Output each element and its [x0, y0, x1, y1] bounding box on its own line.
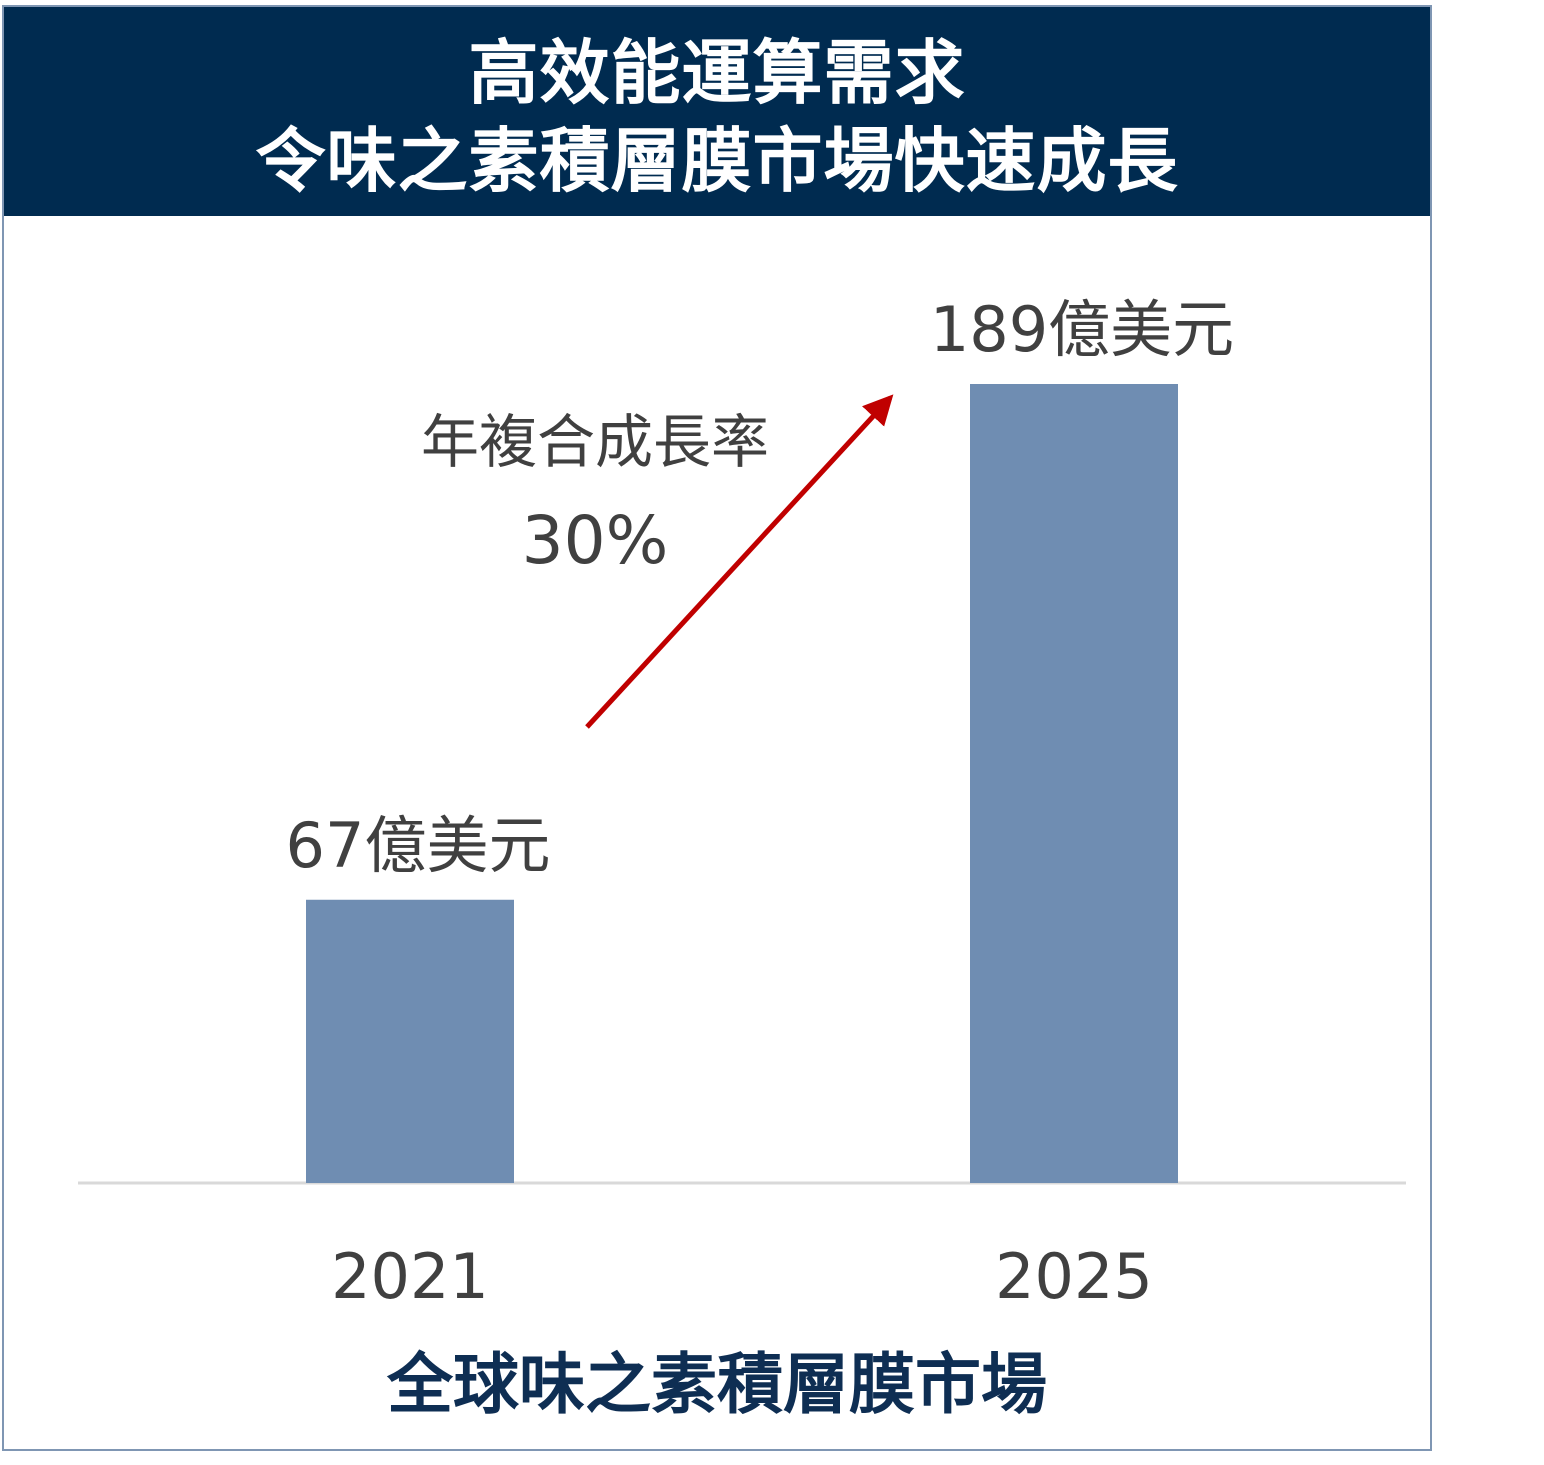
chart-title-line-1: 高效能運算需求 — [468, 32, 966, 114]
cagr-value: 30% — [522, 502, 669, 579]
x-tick-label-2025: 2025 — [995, 1240, 1153, 1313]
data-label-2021: 67億美元 — [286, 809, 551, 882]
growth-arrow — [585, 394, 894, 729]
x-tick-label-2021: 2021 — [331, 1240, 489, 1313]
chart-frame — [2, 5, 1432, 1451]
bar-2025 — [970, 384, 1178, 1183]
chart-header: 高效能運算需求 令味之素積層膜市場快速成長 — [4, 7, 1430, 216]
data-label-2025: 189億美元 — [930, 293, 1234, 366]
cagr-label: 年複合成長率 — [421, 408, 769, 476]
x-axis-title: 全球味之素積層膜市場 — [387, 1346, 1047, 1423]
bar-2021 — [306, 899, 514, 1183]
chart-title-line-2: 令味之素積層膜市場快速成長 — [255, 120, 1179, 202]
